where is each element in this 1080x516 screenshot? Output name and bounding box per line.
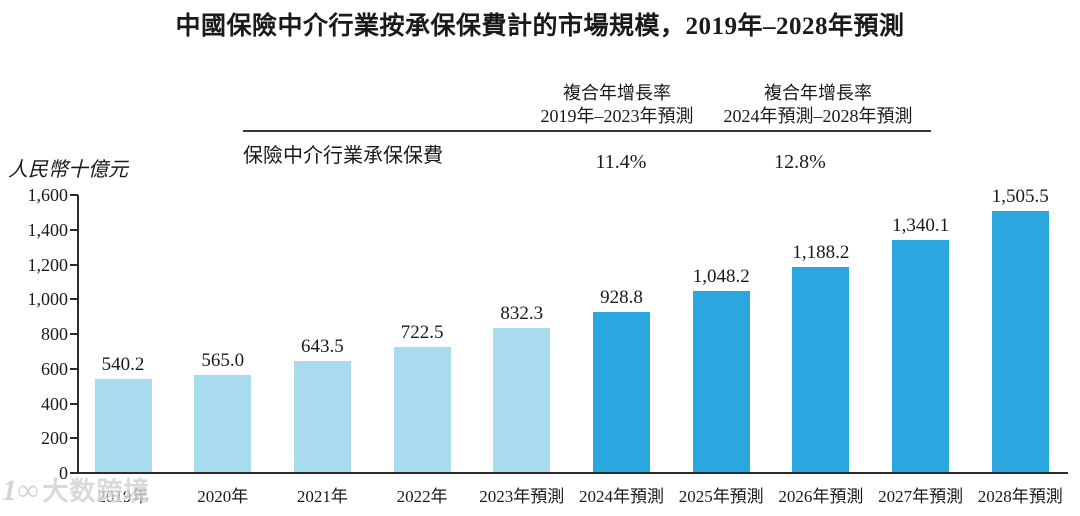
- bar-2022年: [393, 347, 451, 472]
- bar-2026年預測: [792, 266, 850, 472]
- y-axis-label: 人民幣十億元: [8, 159, 128, 181]
- bar-value-label: 643.5: [301, 336, 344, 358]
- bar-value-label: 565.0: [201, 349, 245, 371]
- x-axis-label: 2024年預測: [579, 487, 664, 506]
- cagr-column-header-1-line2: 2019年–2023年預測: [540, 106, 694, 126]
- page-title: 中國保險中介行業按承保保費計的市場規模，2019年–2028年預測: [175, 13, 905, 40]
- y-tick-label: 1,200: [27, 254, 69, 275]
- cagr-column-header-1: 複合年增長率 2019年–2023年預測: [467, 82, 767, 128]
- bar-2020年: [194, 374, 252, 472]
- bar-value-label: 540.2: [101, 354, 145, 376]
- bar-value-label: 928.8: [600, 286, 643, 308]
- y-tick-label: 1,000: [27, 289, 69, 310]
- bar-2019年: [94, 379, 152, 472]
- bar-value-label: 832.3: [500, 303, 544, 325]
- y-tick-label: 0: [59, 463, 68, 483]
- x-axis-label: 2022年: [396, 487, 448, 506]
- x-axis-label: 2025年預測: [678, 487, 764, 506]
- bar-2023年預測: [493, 328, 551, 472]
- y-tick-mark: [70, 194, 78, 196]
- bar-value-label: 1,048.2: [692, 265, 750, 287]
- cagr-column-header-2: 複合年增長率 2024年預測–2028年預測: [668, 82, 968, 128]
- x-axis-label: 2028年預測: [977, 487, 1063, 506]
- cagr-column-header-2-line2: 2024年預測–2028年預測: [723, 106, 913, 126]
- bar-2028年預測: [991, 211, 1049, 472]
- y-tick-mark: [70, 298, 78, 301]
- y-tick-mark: [70, 263, 78, 266]
- bar-2024年預測: [593, 311, 650, 472]
- x-axis-label: 2021年: [296, 487, 348, 506]
- y-tick-mark: [70, 472, 78, 474]
- x-axis-label: 2020年: [197, 487, 249, 506]
- cagr-value-2024-2028: 12.8%: [774, 151, 826, 173]
- x-axis-label: 2027年預測: [878, 487, 964, 506]
- bar-value-label: 1,340.1: [892, 215, 950, 237]
- y-tick-label: 200: [41, 428, 68, 449]
- y-tick-mark: [70, 437, 78, 440]
- x-axis-label: 2023年預測: [479, 487, 565, 506]
- header-divider-line: [243, 130, 931, 132]
- y-tick-label: 1,600: [27, 185, 69, 205]
- y-tick-mark: [70, 228, 78, 231]
- x-axis-line: [77, 472, 1068, 474]
- y-tick-mark: [70, 367, 78, 370]
- y-tick-label: 400: [41, 393, 68, 414]
- y-tick-label: 800: [41, 324, 68, 344]
- bar-2027年預測: [892, 240, 950, 472]
- bar-value-label: 722.5: [400, 322, 444, 344]
- cagr-column-header-2-line1: 複合年增長率: [764, 83, 872, 103]
- y-tick-label: 600: [41, 358, 68, 379]
- cagr-column-header-1-line1: 複合年增長率: [563, 83, 671, 103]
- y-tick-label: 1,400: [27, 219, 69, 240]
- metric-row-label: 保險中介行業承保保費: [243, 145, 443, 167]
- x-axis-label: 2026年預測: [778, 487, 864, 506]
- bar-value-label: 1,188.2: [792, 241, 850, 263]
- bar-2025年預測: [692, 290, 750, 472]
- y-tick-mark: [70, 402, 78, 405]
- y-tick-mark: [70, 333, 78, 335]
- bar-value-label: 1,505.5: [991, 186, 1049, 208]
- bar-2021年: [293, 361, 351, 472]
- x-axis-label: 2019年: [97, 487, 149, 506]
- y-axis-line: [77, 195, 79, 474]
- cagr-value-2019-2023: 11.4%: [595, 151, 647, 173]
